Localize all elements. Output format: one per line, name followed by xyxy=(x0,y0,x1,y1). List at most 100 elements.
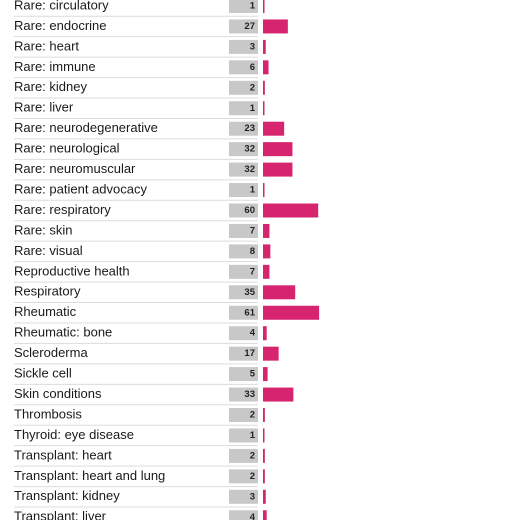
category-label: Thrombosis xyxy=(14,406,82,421)
category-label: Rare: immune xyxy=(14,59,96,74)
bar xyxy=(263,19,288,34)
bar xyxy=(263,203,319,218)
category-label: Rare: patient advocacy xyxy=(14,181,147,196)
category-label: Sickle cell xyxy=(14,366,72,381)
bar xyxy=(263,101,265,116)
value-label: 6 xyxy=(250,62,255,73)
category-label: Rare: neurological xyxy=(14,141,120,156)
value-label: 4 xyxy=(250,328,256,339)
value-box xyxy=(229,183,258,198)
bar xyxy=(263,0,265,13)
value-box xyxy=(229,19,258,34)
category-label: Rare: heart xyxy=(14,38,79,53)
value-box xyxy=(229,346,258,361)
category-label: Rare: skin xyxy=(14,222,73,237)
category-label: Rheumatic xyxy=(14,304,77,319)
value-label: 33 xyxy=(244,389,255,400)
bar xyxy=(263,264,270,279)
category-label: Rare: liver xyxy=(14,100,74,115)
bar xyxy=(263,408,265,422)
value-box xyxy=(229,305,258,320)
bar xyxy=(263,80,265,95)
bar xyxy=(263,510,267,520)
value-box xyxy=(229,326,258,341)
value-box xyxy=(229,285,258,300)
category-label: Rare: visual xyxy=(14,243,83,258)
category-label: Skin conditions xyxy=(14,386,102,401)
bar xyxy=(263,244,271,259)
value-box xyxy=(229,121,258,136)
category-label: Respiratory xyxy=(14,284,81,299)
value-label: 7 xyxy=(250,225,255,236)
value-box xyxy=(229,142,258,157)
value-label: 4 xyxy=(250,512,256,520)
bar xyxy=(263,39,266,54)
bar xyxy=(263,428,265,443)
bar xyxy=(263,489,266,504)
value-label: 8 xyxy=(250,246,255,257)
bar xyxy=(263,448,265,463)
category-label: Rare: endocrine xyxy=(14,18,107,33)
value-label: 2 xyxy=(250,471,255,482)
value-box xyxy=(229,203,258,218)
value-box xyxy=(229,448,258,463)
value-label: 32 xyxy=(244,144,255,155)
bar xyxy=(263,183,265,198)
category-label: Transplant: kidney xyxy=(14,488,120,503)
category-label: Scleroderma xyxy=(14,345,88,360)
value-box xyxy=(229,60,258,75)
value-box xyxy=(229,101,258,116)
value-label: 2 xyxy=(250,82,255,93)
value-box xyxy=(229,264,258,279)
bar xyxy=(263,387,294,402)
value-box xyxy=(229,489,258,504)
category-label: Rare: kidney xyxy=(14,79,87,94)
category-label: Transplant: heart and lung xyxy=(14,468,165,483)
category-label: Rare: neuromuscular xyxy=(14,161,136,176)
value-label: 61 xyxy=(244,307,255,318)
value-box xyxy=(229,0,258,13)
value-box xyxy=(229,244,258,259)
value-box xyxy=(229,408,258,422)
bar xyxy=(263,305,320,320)
value-label: 2 xyxy=(250,450,255,461)
category-label: Transplant: liver xyxy=(14,509,107,520)
category-label: Transplant: heart xyxy=(14,447,112,462)
bar xyxy=(263,326,267,341)
value-label: 2 xyxy=(250,410,255,421)
value-label: 27 xyxy=(244,21,255,32)
value-box xyxy=(229,223,258,238)
value-label: 3 xyxy=(250,41,255,52)
bar xyxy=(263,142,293,157)
value-label: 1 xyxy=(250,185,256,196)
bar xyxy=(263,121,285,136)
category-label: Reproductive health xyxy=(14,263,130,278)
value-label: 60 xyxy=(244,205,255,216)
value-box xyxy=(229,367,258,382)
value-label: 1 xyxy=(250,1,256,12)
value-label: 1 xyxy=(250,430,256,441)
value-box xyxy=(229,469,258,484)
category-label: Rheumatic: bone xyxy=(14,325,112,340)
value-label: 5 xyxy=(250,369,256,380)
value-label: 23 xyxy=(244,123,255,134)
bar xyxy=(263,60,269,75)
category-label: Rare: respiratory xyxy=(14,202,111,217)
category-label: Rare: circulatory xyxy=(14,0,109,12)
bar xyxy=(263,346,279,361)
value-box xyxy=(229,39,258,54)
value-label: 17 xyxy=(244,348,255,359)
bar xyxy=(263,285,296,300)
value-label: 32 xyxy=(244,164,255,175)
value-box xyxy=(229,387,258,402)
bar xyxy=(263,469,265,484)
category-label: Rare: neurodegenerative xyxy=(14,120,158,135)
category-label: Thyroid: eye disease xyxy=(14,427,134,442)
value-box xyxy=(229,162,258,177)
value-box xyxy=(229,80,258,95)
value-box xyxy=(229,428,258,443)
value-label: 1 xyxy=(250,103,256,114)
bar xyxy=(263,162,293,177)
value-label: 3 xyxy=(250,491,255,502)
